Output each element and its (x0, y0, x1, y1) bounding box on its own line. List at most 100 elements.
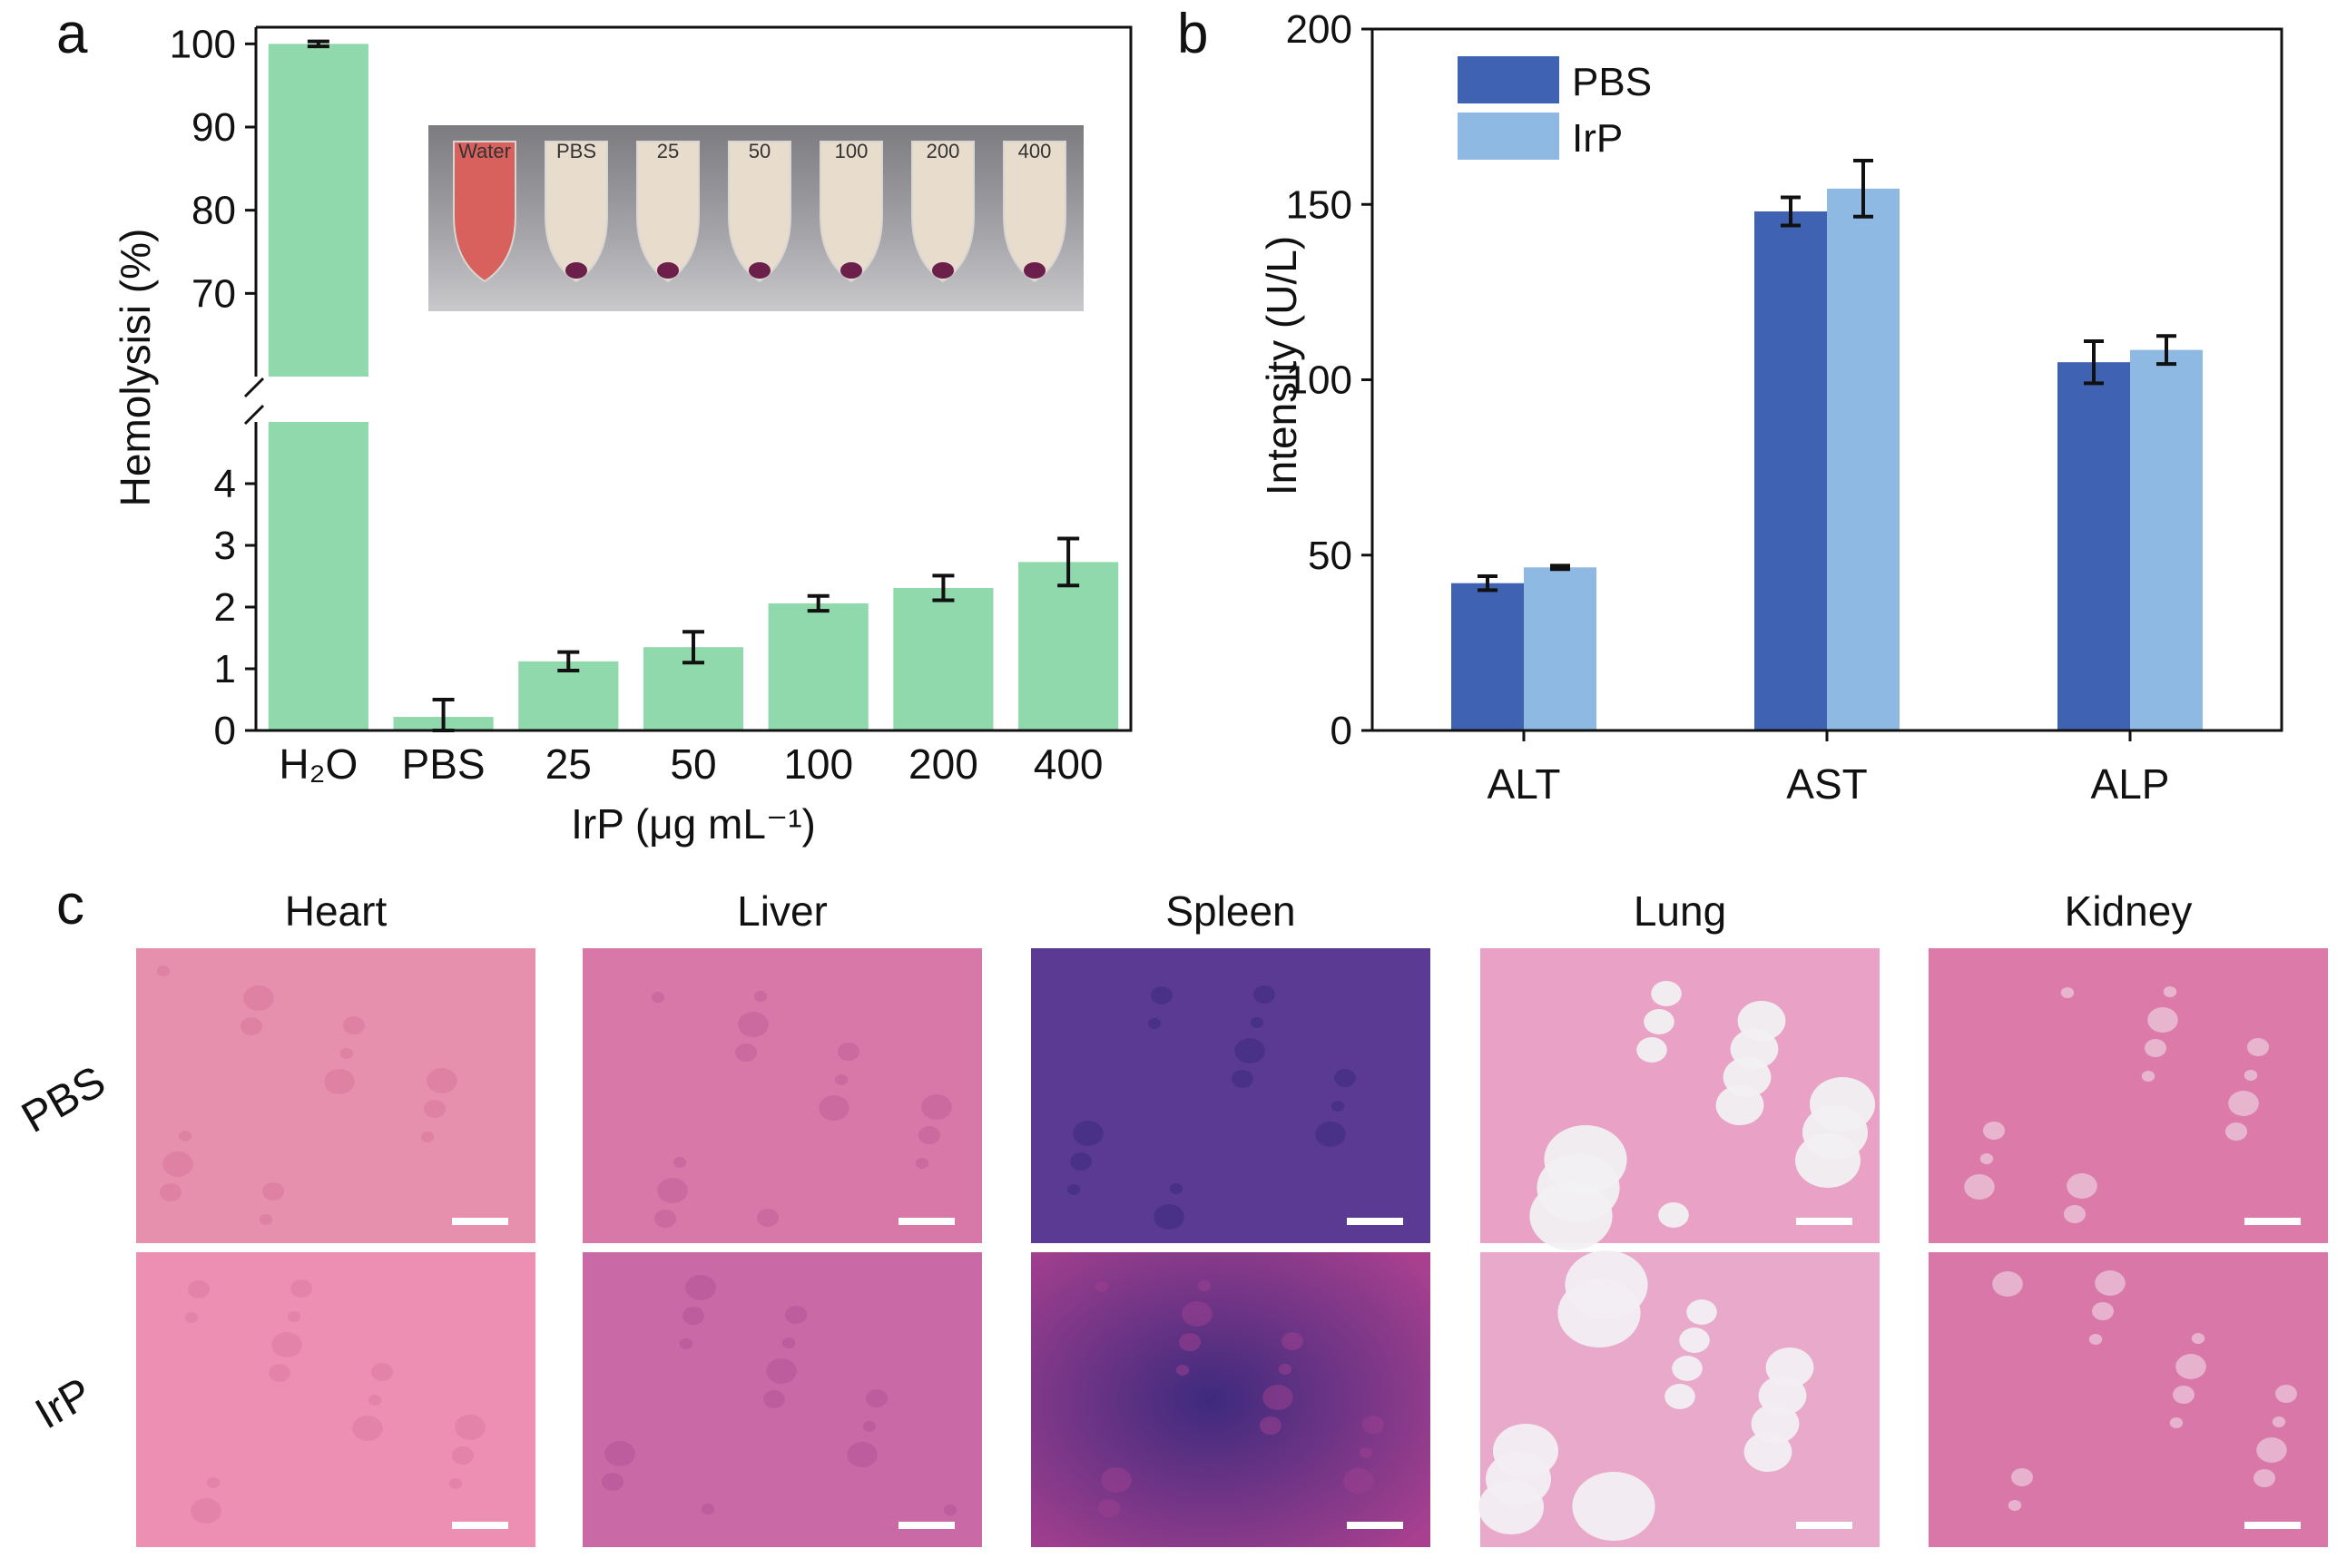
tissue-feature (448, 1478, 463, 1489)
tissue-feature (1979, 1153, 1994, 1164)
tissue-feature (1278, 1364, 1292, 1375)
tissue-feature (184, 1312, 199, 1323)
tube-label: 100 (835, 140, 869, 162)
hemolysis-bar (518, 661, 619, 730)
tissue-feature (2147, 1007, 2178, 1033)
tissue-feature (766, 1358, 797, 1384)
tissue-feature (2095, 1270, 2126, 1296)
tube (636, 141, 700, 283)
tube-label: 25 (657, 140, 679, 162)
tissue-feature (1232, 1070, 1253, 1088)
tissue-feature (1073, 1121, 1104, 1146)
enzyme-bar (1451, 583, 1524, 730)
hemolysis-tick-labels: 0 1 2 3 4 70 80 90 100 (170, 22, 236, 753)
scale-bar (452, 1218, 508, 1225)
tissue-feature (1101, 1467, 1132, 1493)
hemolysis-error-bar (1057, 536, 1080, 588)
tissue-feature (757, 1209, 779, 1227)
hemolysis-error-bar (682, 630, 704, 665)
hemolysis-y-tick-label: 70 (191, 271, 236, 316)
tissue-feature (1565, 1250, 1648, 1319)
tissue-feature (455, 1415, 486, 1440)
tissue-feature (915, 1158, 929, 1169)
tissue-feature (452, 1446, 474, 1465)
panel-c-histology: c Heart Liver Spleen Lung Kidney PBS IrP (14, 874, 2328, 1547)
tissue-feature (1151, 986, 1173, 1004)
hemolysis-tube-photo: Water PBS 25 50 100 200 400 (428, 125, 1084, 311)
tube-pellet (749, 262, 771, 279)
enzyme-error-bar (1781, 195, 1801, 228)
histology-spleen-pbs (1031, 948, 1430, 1243)
tissue-feature (943, 1504, 957, 1515)
tissue-feature (1359, 1447, 1373, 1458)
tissue-feature (1343, 1468, 1374, 1494)
organ-label: Liver (737, 887, 828, 935)
tissue-feature (1544, 1125, 1627, 1194)
enzyme-bar (2130, 349, 2203, 730)
hemolysis-bar (1018, 562, 1119, 730)
tissue-feature (781, 1338, 796, 1348)
tube (911, 141, 975, 283)
tissue-feature (2163, 986, 2177, 997)
tissue-feature (1765, 1348, 1814, 1387)
legend-label: IrP (1572, 116, 1623, 161)
tissue-feature (2191, 1333, 2205, 1344)
tissue-feature (1362, 1416, 1384, 1434)
organ-label: Spleen (1165, 887, 1295, 935)
tissue-feature (324, 1069, 355, 1094)
hemolysis-category-label: 50 (670, 740, 716, 788)
tissue-feature (2228, 1091, 2259, 1116)
tissue-feature (1098, 1499, 1120, 1517)
enzyme-error-bar (1478, 573, 1497, 593)
tissue-feature (1964, 1174, 1995, 1200)
tissue-feature (834, 1074, 849, 1085)
hemolysis-bar-lower (268, 422, 368, 730)
hemolysis-y-tick-label: 3 (214, 524, 236, 568)
histology-kidney-irp (1929, 1252, 2328, 1547)
scale-bar (1347, 1218, 1403, 1225)
tissue-feature (162, 1152, 193, 1177)
tube (820, 141, 883, 283)
hemolysis-error-bar (932, 573, 955, 603)
hemolysis-category-label: 100 (783, 740, 853, 788)
hemolysis-y-tick-label: 80 (191, 189, 236, 233)
scale-bar (898, 1522, 955, 1529)
tube (545, 141, 608, 283)
hemolysis-error-bar (307, 39, 329, 49)
hemolysis-category-labels: H₂O PBS 25 50 100 200 400 (279, 740, 1103, 788)
tissue-feature (424, 1100, 446, 1118)
tissue-feature (2175, 1354, 2206, 1379)
tissue-feature (2256, 1437, 2287, 1463)
enzyme-error-bar (1853, 158, 1873, 219)
tissue-feature (2247, 1038, 2269, 1056)
tissue-feature (2225, 1122, 2247, 1141)
hemolysis-y-tick-label: 100 (170, 22, 236, 66)
hemolysis-category-label: 400 (1034, 740, 1104, 788)
tissue-feature (2169, 1417, 2184, 1428)
tissue-feature (1686, 1299, 1717, 1325)
enzyme-error-bars (1478, 158, 2176, 593)
hemolysis-axis-frame (254, 25, 1133, 732)
tube-label: 50 (749, 140, 771, 162)
enzyme-bar (1754, 211, 1827, 731)
tissue-feature (1234, 1038, 1265, 1063)
tissue-feature (1644, 1009, 1674, 1034)
tissue-feature (657, 1178, 688, 1203)
enzyme-y-tick-label: 200 (1286, 7, 1352, 52)
scale-bar (1347, 1522, 1403, 1529)
tissue-feature (339, 1048, 354, 1059)
hemolysis-y-axis-title: Hemolysisi (%) (112, 229, 159, 507)
tissue-feature (1679, 1328, 1710, 1353)
hemolysis-error-bar (807, 593, 830, 613)
tissue-feature (2254, 1469, 2275, 1487)
tissue-feature (651, 992, 665, 1003)
enzyme-category-label: AST (1786, 760, 1867, 808)
hemolysis-category-label: H₂O (279, 740, 358, 788)
hemolysis-y-tick-label: 0 (214, 709, 236, 753)
panel-letter-a: a (56, 3, 88, 65)
hemolysis-y-tick-label: 4 (214, 462, 236, 506)
tissue-feature (160, 1183, 182, 1201)
tube-pellet (565, 262, 587, 279)
enzyme-axes (1361, 27, 2283, 741)
tissue-feature (1572, 1472, 1655, 1541)
